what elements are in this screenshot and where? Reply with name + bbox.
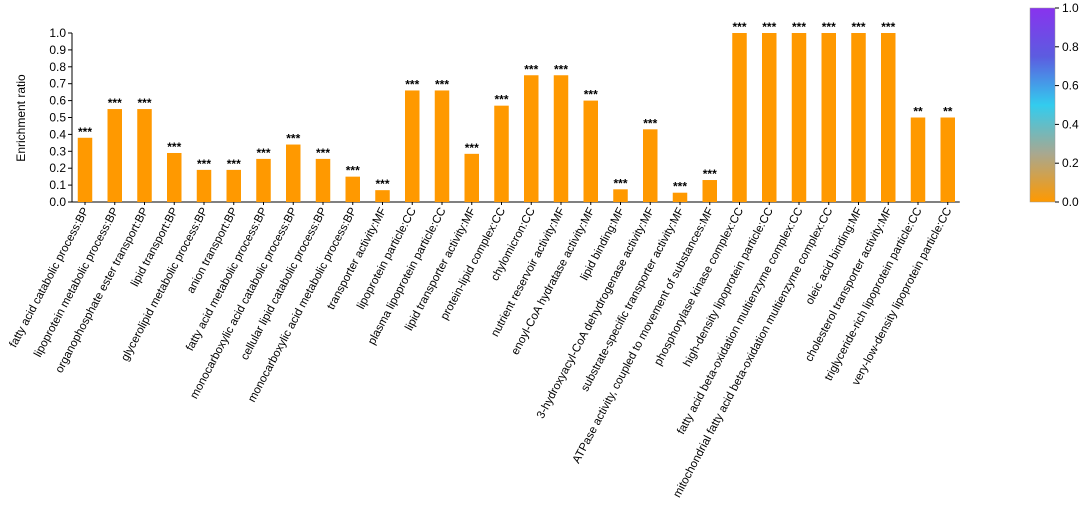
significance-label: *** (584, 88, 598, 102)
bar (256, 158, 271, 202)
significance-label: *** (524, 62, 538, 76)
y-tick-label: 0.5 (49, 111, 66, 125)
x-tick-label: oleic acid binding:MF (804, 206, 865, 307)
colorbar-rect (1029, 7, 1056, 203)
colorbar-ticks: 0.0 0.2 0.4 0.6 0.8 1.0 (1055, 1, 1079, 209)
bar (375, 190, 390, 202)
colorbar-tick-label: 0.2 (1062, 156, 1079, 170)
bar (226, 169, 241, 202)
plot-area: 0.0 0.1 0.2 0.3 0.4 0.5 0.6 0.7 0.8 0.9 1.0 Enrich… (8, 20, 960, 500)
significance-label: *** (78, 125, 92, 139)
bar (732, 33, 747, 202)
significance-label: *** (256, 146, 270, 160)
significance-label: *** (822, 20, 836, 34)
bar (583, 100, 598, 202)
bar (107, 109, 122, 202)
colorbar-tick-label: 1.0 (1062, 1, 1079, 15)
significance-label: *** (227, 157, 241, 171)
x-tick-labels: fatty acid catabolic process:BPlipoprote… (8, 202, 954, 500)
y-tick-label: 0.4 (49, 127, 66, 141)
bar (881, 33, 896, 202)
significance-label: *** (851, 20, 865, 34)
significance-label: *** (346, 164, 360, 178)
significance-label: *** (613, 176, 627, 190)
bar (762, 33, 777, 202)
bar (345, 176, 360, 202)
bar (851, 33, 866, 202)
y-tick-label: 0.3 (49, 144, 66, 158)
significance-label: ** (913, 105, 923, 119)
bar (137, 109, 152, 202)
bars (77, 33, 955, 202)
y-tick-label: 0.2 (49, 161, 66, 175)
significance-label: *** (465, 141, 479, 155)
bar (643, 129, 658, 202)
bar (77, 137, 93, 202)
significance-label: *** (494, 93, 508, 107)
y-tick-label: 0.7 (49, 77, 66, 91)
significance-label: *** (673, 180, 687, 194)
significance-label: *** (375, 177, 389, 191)
y-tick-label: 1.0 (49, 26, 66, 40)
bar (464, 153, 479, 202)
y-axis-label: Enrichment ratio (14, 74, 28, 162)
y-tick-label: 0.9 (49, 43, 66, 57)
significance-label: *** (108, 96, 122, 110)
bar (286, 144, 301, 202)
significance-label: *** (137, 96, 151, 110)
bar (405, 90, 420, 202)
significance-label: *** (197, 157, 211, 171)
significance-label: *** (167, 140, 181, 154)
colorbar-tick-label: 0.0 (1062, 195, 1079, 209)
bar (821, 33, 836, 202)
significance-label: *** (762, 20, 776, 34)
bar (434, 90, 450, 202)
y-tick-label: 0.6 (49, 94, 66, 108)
significance-label: *** (792, 20, 806, 34)
bar (910, 117, 926, 202)
colorbar-tick-label: 0.6 (1062, 79, 1079, 93)
bar (553, 75, 569, 202)
significance-label: *** (703, 167, 717, 181)
bar (524, 75, 539, 202)
significance-label: *** (643, 116, 657, 130)
significance-label: *** (554, 62, 568, 76)
significance-label: ** (943, 105, 953, 119)
colorbar-tick-label: 0.8 (1062, 40, 1079, 54)
significance-label: *** (732, 20, 746, 34)
x-tick-label: ATPase activity, coupled to movement of … (571, 206, 717, 466)
bar (196, 169, 212, 202)
significance-label: *** (881, 20, 895, 34)
significance-label: *** (435, 77, 449, 91)
significance-label: *** (405, 77, 419, 91)
y-tick-label: 0.0 (49, 195, 66, 209)
y-tick-label: 0.1 (49, 178, 66, 192)
bar (167, 152, 182, 202)
y-axis-ticks: 0.0 0.1 0.2 0.3 0.4 0.5 0.6 0.7 0.8 0.9 1.0 (49, 26, 72, 209)
significance-label: *** (286, 132, 300, 146)
significance-labels: ****** ********* ********************* ****… (78, 20, 953, 194)
bar (791, 33, 807, 202)
bar (613, 189, 628, 202)
bar (672, 192, 688, 202)
significance-label: *** (316, 146, 330, 160)
y-tick-label: 0.8 (49, 60, 66, 74)
bar (940, 117, 955, 202)
bar (494, 105, 509, 202)
colorbar-tick-label: 0.4 (1062, 117, 1079, 131)
colorbar: 0.0 0.2 0.4 0.6 0.8 1.0 (1029, 1, 1079, 209)
bar (315, 158, 331, 202)
bar (702, 180, 717, 202)
